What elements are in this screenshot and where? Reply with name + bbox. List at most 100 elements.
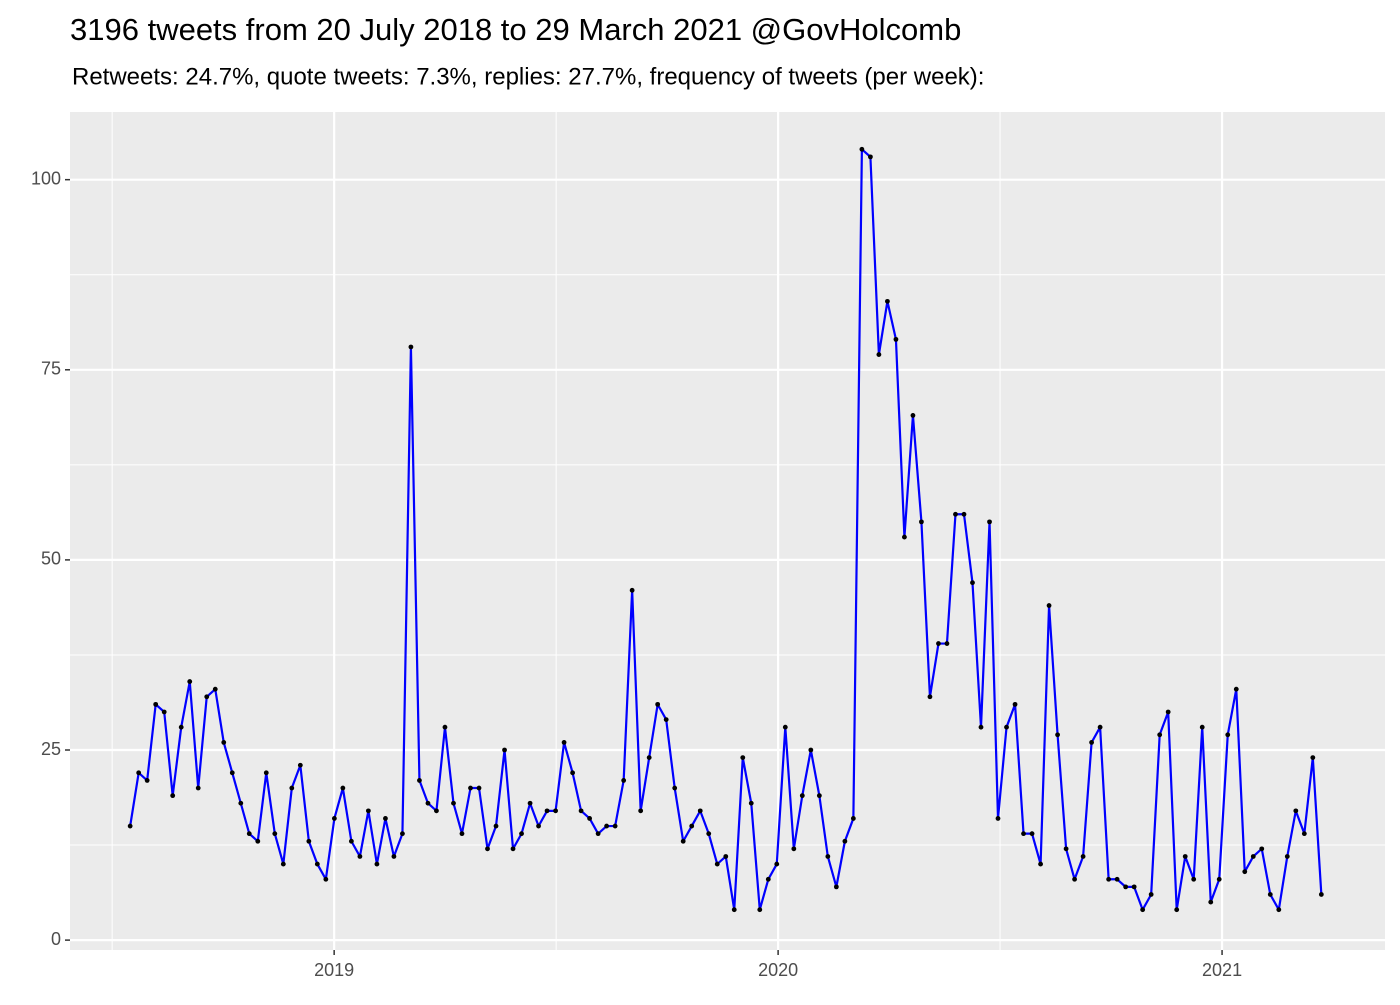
data-point [910, 413, 916, 418]
data-point [161, 709, 167, 715]
data-point [229, 770, 235, 776]
data-point [306, 838, 312, 844]
data-point [570, 770, 576, 776]
data-point [595, 831, 601, 837]
data-point [417, 778, 422, 783]
x-tick-label: 2021 [1202, 960, 1242, 980]
y-tick-label: 50 [41, 549, 61, 569]
data-point [1148, 892, 1154, 897]
data-point [612, 823, 618, 829]
y-tick-label: 75 [41, 359, 61, 379]
y-tick-label: 0 [51, 929, 61, 949]
data-point [927, 694, 933, 700]
data-point [459, 831, 465, 837]
data-point [1004, 724, 1009, 730]
data-point [859, 146, 865, 152]
data-point [808, 747, 814, 753]
data-point [868, 154, 873, 160]
data-point [714, 861, 720, 867]
data-point [357, 854, 363, 859]
data-point [944, 641, 950, 646]
data-point [799, 793, 805, 799]
data-point [953, 511, 958, 517]
data-point [527, 800, 533, 806]
data-point [400, 831, 405, 837]
data-point [1012, 701, 1018, 707]
data-point [578, 808, 584, 814]
data-point [1114, 876, 1120, 882]
data-point [842, 838, 848, 844]
data-point [323, 876, 329, 882]
data-point [425, 800, 431, 806]
data-point [995, 816, 1001, 821]
data-point [1276, 907, 1282, 913]
data-point [587, 816, 593, 821]
data-point [655, 701, 661, 707]
data-point [1318, 892, 1324, 897]
data-point [1284, 854, 1290, 859]
y-tick-label: 25 [41, 739, 61, 759]
data-point [629, 587, 635, 593]
data-point [1250, 854, 1256, 859]
data-point [263, 770, 269, 776]
data-point [178, 724, 184, 730]
data-point [646, 755, 652, 761]
data-point [255, 838, 261, 844]
data-point [442, 724, 448, 730]
data-point [1208, 899, 1214, 905]
data-point [519, 831, 524, 837]
data-point [1106, 876, 1112, 882]
plot-panel [70, 112, 1385, 950]
data-point [297, 762, 303, 768]
data-point [1267, 892, 1273, 897]
data-point [1174, 907, 1180, 913]
data-point [672, 785, 678, 791]
data-point [604, 823, 610, 829]
data-point [816, 793, 822, 799]
data-point [553, 808, 558, 814]
data-point [561, 740, 567, 745]
data-point [970, 580, 975, 586]
data-point [1242, 869, 1248, 875]
data-point [485, 846, 490, 852]
data-point [510, 846, 516, 852]
data-point [1293, 808, 1299, 814]
data-point [451, 800, 456, 806]
data-point [502, 747, 507, 753]
data-point [1063, 846, 1069, 852]
data-point [893, 336, 899, 342]
data-point [978, 724, 984, 730]
data-point [212, 686, 218, 692]
data-point [1055, 732, 1060, 738]
data-point [365, 808, 371, 814]
data-point [476, 785, 482, 791]
data-point [850, 816, 856, 821]
data-point [757, 907, 763, 913]
data-point [136, 770, 142, 776]
data-point [1165, 709, 1171, 715]
data-point [238, 800, 244, 806]
data-point [348, 838, 354, 844]
data-point [791, 846, 797, 852]
data-point [1225, 732, 1231, 738]
data-point [706, 831, 712, 837]
data-point [204, 694, 210, 700]
data-point [280, 861, 286, 867]
data-point [1097, 724, 1103, 730]
data-point [1029, 831, 1035, 837]
data-point [1233, 686, 1239, 692]
data-point [383, 816, 388, 821]
data-point [1216, 876, 1222, 882]
data-point [1182, 854, 1188, 859]
x-tick-label: 2020 [758, 960, 798, 980]
data-point [1080, 854, 1086, 859]
chart-subtitle: Retweets: 24.7%, quote tweets: 7.3%, rep… [72, 63, 984, 90]
data-point [408, 344, 414, 350]
data-point [833, 884, 839, 890]
data-point [340, 785, 346, 791]
data-point [246, 831, 252, 837]
data-point [748, 800, 754, 806]
data-point [1038, 861, 1043, 867]
data-point [544, 808, 550, 814]
